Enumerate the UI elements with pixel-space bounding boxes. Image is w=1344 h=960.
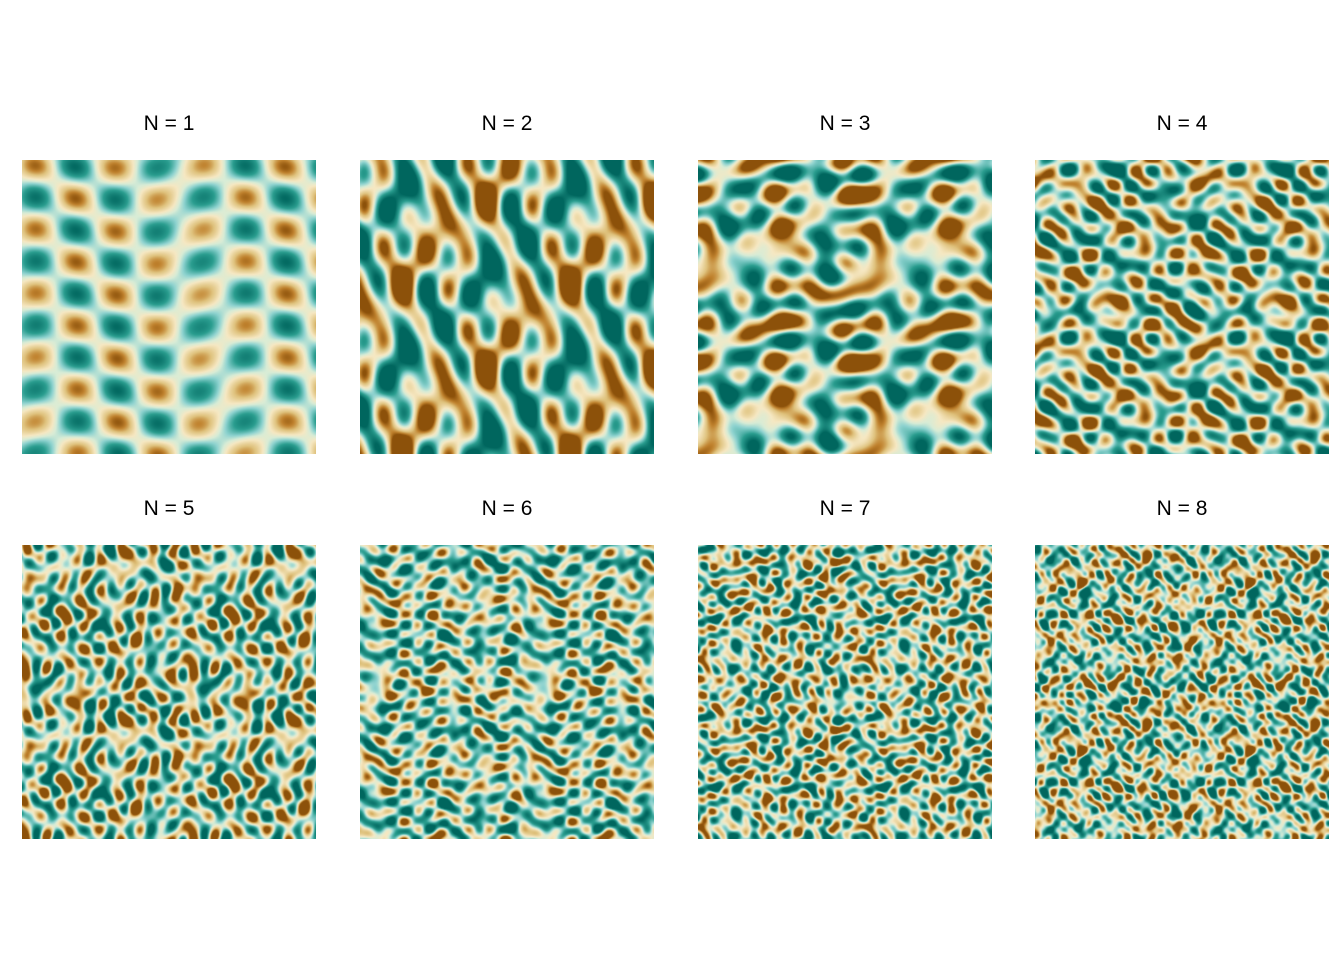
pattern-image <box>22 160 316 454</box>
panel-title: N = 2 <box>481 112 533 135</box>
pattern-image <box>22 545 316 839</box>
panel-title: N = 8 <box>1156 497 1208 520</box>
pattern-image <box>698 160 992 454</box>
panel-title: N = 5 <box>143 497 195 520</box>
panel-title: N = 1 <box>143 112 195 135</box>
panel-title: N = 4 <box>1156 112 1208 135</box>
pattern-image <box>360 545 654 839</box>
pattern-image <box>1035 160 1329 454</box>
pattern-image <box>1035 545 1329 839</box>
pattern-image <box>360 160 654 454</box>
panel-title: N = 7 <box>819 497 871 520</box>
panel-title: N = 3 <box>819 112 871 135</box>
panel-title: N = 6 <box>481 497 533 520</box>
pattern-image <box>698 545 992 839</box>
